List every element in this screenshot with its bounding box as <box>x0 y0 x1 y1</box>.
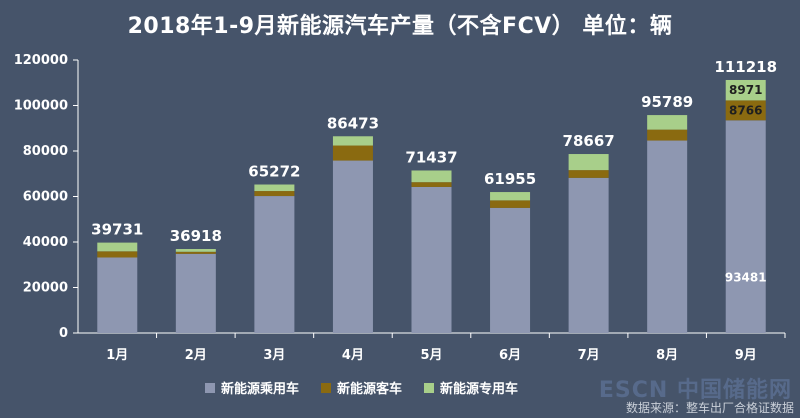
bar-segment <box>725 120 766 334</box>
y-tick-label: 40000 <box>23 235 68 250</box>
bar-segment <box>175 253 216 333</box>
total-label: 86473 <box>327 114 379 132</box>
x-tick-label: 3月 <box>263 348 285 363</box>
legend-item-passenger: 新能源乘用车 <box>205 378 299 397</box>
data-label: 8971 <box>729 83 762 97</box>
bar-segment <box>254 196 295 333</box>
bar-segment <box>411 182 452 187</box>
bar-segment <box>647 129 688 141</box>
total-label: 71437 <box>405 148 457 166</box>
legend: 新能源乘用车 新能源客车 新能源专用车 <box>205 378 518 397</box>
y-tick-label: 20000 <box>23 281 68 296</box>
total-label: 78667 <box>563 132 615 150</box>
bar-segment <box>97 251 138 258</box>
y-tick-label: 80000 <box>23 144 68 159</box>
bar-segment <box>568 170 609 178</box>
x-tick-label: 4月 <box>342 348 364 363</box>
total-label: 36918 <box>170 227 222 245</box>
x-tick-label: 5月 <box>420 348 442 363</box>
bar-segment <box>490 207 531 333</box>
bar-segment <box>254 191 295 197</box>
x-tick-label: 9月 <box>735 348 757 363</box>
total-label: 95789 <box>641 93 693 111</box>
bar-segment <box>490 200 531 208</box>
data-label: 93481 <box>725 271 767 285</box>
bar-segment <box>175 251 216 254</box>
y-tick-label: 0 <box>59 326 68 341</box>
bar-segment <box>332 160 373 333</box>
bar-segment <box>175 249 216 252</box>
x-tick-label: 2月 <box>185 348 207 363</box>
data-source-note: 数据来源：整车出厂合格证数据 <box>625 401 794 415</box>
x-tick-label: 8月 <box>656 348 678 363</box>
bar-segment <box>97 257 138 333</box>
legend-item-special: 新能源专用车 <box>424 378 518 397</box>
bar-segment <box>725 100 766 121</box>
total-label: 61955 <box>484 170 536 188</box>
total-label: 111218 <box>714 58 777 76</box>
legend-label-special: 新能源专用车 <box>440 382 519 397</box>
legend-swatch-passenger <box>205 382 215 393</box>
bar-segment <box>97 242 138 252</box>
y-tick-label: 120000 <box>14 53 68 68</box>
legend-swatch-bus <box>321 382 332 393</box>
bar-segment <box>568 154 609 171</box>
data-label: 8766 <box>729 103 762 117</box>
bar-segment <box>490 192 531 201</box>
y-tick-label: 100000 <box>14 99 68 114</box>
x-tick-label: 7月 <box>578 348 600 363</box>
bar-segment <box>411 170 452 183</box>
bar-segment <box>568 177 609 333</box>
bar-segment <box>332 136 373 146</box>
bar-segment <box>332 145 373 161</box>
chart-title: 2018年1-9月新能源汽车产量（不含FCV） 单位：辆 <box>127 14 673 39</box>
total-label: 39731 <box>91 221 143 239</box>
total-label: 65272 <box>248 163 300 181</box>
legend-item-bus: 新能源客车 <box>321 378 402 397</box>
bar-segment <box>647 140 688 333</box>
x-tick-label: 6月 <box>499 348 521 363</box>
bar-segment <box>254 184 295 192</box>
legend-swatch-special <box>424 382 435 393</box>
bar-segment <box>725 79 766 101</box>
x-tick-label: 1月 <box>106 348 128 363</box>
legend-label-bus: 新能源客车 <box>337 382 403 397</box>
bar-segment <box>647 115 688 130</box>
bar-segment <box>411 186 452 333</box>
watermark: ESCN 中国储能网 <box>598 378 792 403</box>
legend-label-passenger: 新能源乘用车 <box>221 382 300 397</box>
y-tick-label: 60000 <box>23 190 68 205</box>
